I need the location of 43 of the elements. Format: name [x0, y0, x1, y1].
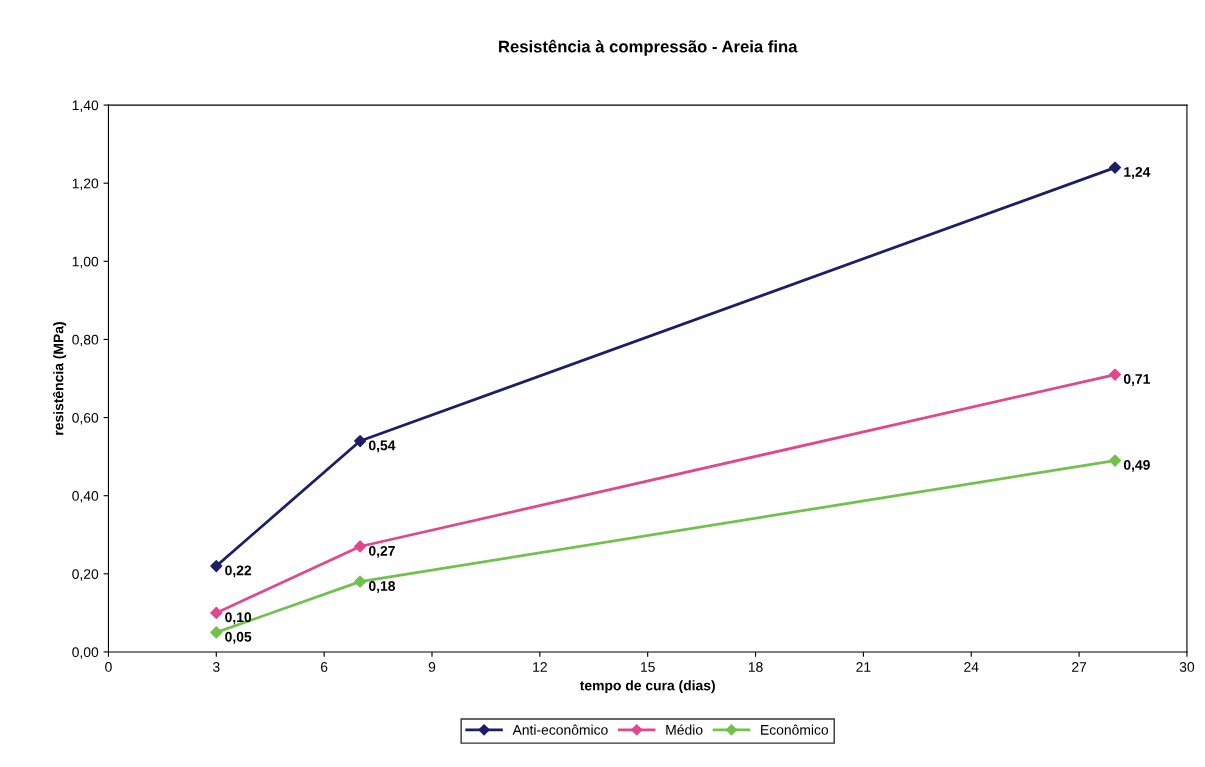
- data-label: 0,05: [225, 631, 252, 644]
- data-label: 0,18: [368, 581, 396, 593]
- y-tick-label: 0,80: [72, 334, 99, 347]
- point: [354, 575, 367, 588]
- y-tick-label: 0,00: [72, 647, 99, 659]
- data-label: 0,22: [225, 565, 252, 578]
- y-tick-label: 1,00: [72, 256, 99, 269]
- x-tick-label: 30: [1179, 662, 1195, 672]
- x-tick-label: 18: [748, 662, 763, 672]
- point: [354, 540, 367, 553]
- data-label: 0,54: [368, 440, 396, 453]
- point: [210, 559, 223, 573]
- data-label: 0,71: [1123, 374, 1150, 386]
- data-label: 0,27: [368, 545, 395, 558]
- legend-label: Econômico: [761, 724, 829, 735]
- point: [210, 606, 223, 619]
- x-tick-label: 3: [212, 662, 220, 672]
- y-tick-label: 0,60: [72, 412, 99, 425]
- x-axis-title: tempo de cura (dias): [579, 680, 715, 694]
- data-label: 0,49: [1123, 459, 1150, 472]
- point: [210, 626, 223, 639]
- x-tick-label: 21: [856, 662, 871, 672]
- y-axis-title: resistência (MPa): [52, 322, 67, 435]
- point: [1108, 454, 1122, 467]
- point: [1108, 368, 1122, 381]
- legend-label: Anti-econômico: [512, 724, 608, 735]
- x-tick-label: 27: [1072, 662, 1087, 672]
- point: [1108, 161, 1122, 174]
- chart-title: Resistência à compressão - Areia fina: [499, 39, 798, 56]
- y-tick-label: 1,20: [72, 178, 99, 191]
- legend-label: Médio: [666, 724, 703, 735]
- x-tick-label: 0: [105, 662, 112, 672]
- x-tick-label: 24: [964, 662, 979, 672]
- x-tick-label: 15: [641, 662, 655, 672]
- data-label: 0,10: [225, 612, 252, 625]
- y-tick-label: 0,20: [72, 569, 99, 581]
- y-tick-label: 1,40: [72, 100, 99, 112]
- point: [354, 434, 367, 448]
- x-tick-label: 6: [320, 662, 328, 672]
- y-tick-label: 0,40: [72, 491, 99, 503]
- x-tick-label: 9: [428, 662, 436, 672]
- data-label: 1,24: [1124, 167, 1151, 179]
- x-tick-label: 12: [533, 662, 547, 672]
